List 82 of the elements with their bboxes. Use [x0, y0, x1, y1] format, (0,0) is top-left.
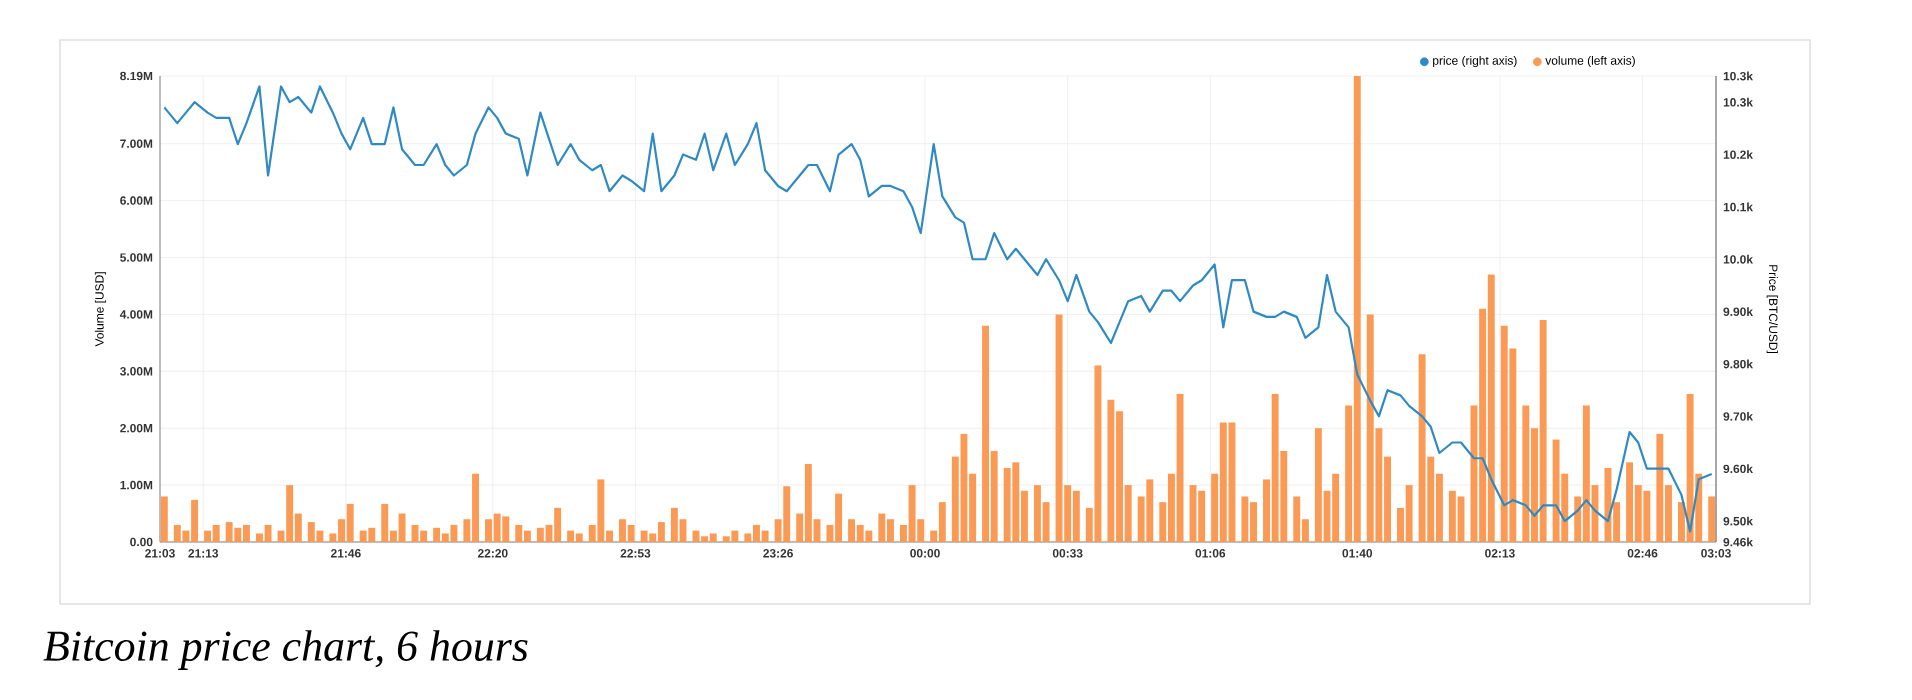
bar — [398, 513, 406, 542]
bar — [1643, 490, 1651, 542]
bar — [1094, 365, 1102, 542]
bar — [1500, 325, 1508, 542]
bar — [450, 524, 458, 542]
bar — [441, 533, 449, 542]
bar — [536, 527, 544, 542]
bar — [1522, 405, 1530, 542]
bar — [1353, 75, 1361, 542]
bar — [1219, 422, 1227, 542]
bar — [865, 530, 873, 542]
bar — [567, 530, 575, 542]
bar — [722, 536, 730, 542]
bar — [1418, 354, 1426, 542]
bar — [761, 530, 769, 542]
bar — [783, 486, 791, 542]
bar — [908, 485, 916, 542]
bar — [575, 533, 583, 542]
bar — [938, 502, 946, 542]
bar — [878, 513, 886, 542]
bar — [835, 493, 843, 542]
bar — [1198, 490, 1206, 542]
bar — [523, 530, 531, 542]
bar — [1448, 490, 1456, 542]
bar — [160, 496, 168, 542]
bar — [1539, 320, 1547, 542]
bar — [1626, 462, 1634, 542]
bar — [1241, 496, 1249, 542]
bar — [701, 536, 709, 542]
bar — [502, 516, 510, 542]
bar — [670, 507, 678, 542]
bar — [1003, 468, 1011, 542]
bar — [1146, 479, 1154, 542]
bar — [1582, 405, 1590, 542]
bar — [264, 524, 272, 542]
bar — [1072, 490, 1080, 542]
bar — [420, 530, 428, 542]
bar — [1107, 399, 1115, 542]
bar — [804, 464, 812, 542]
bar — [173, 524, 181, 542]
bar — [1293, 496, 1301, 542]
bar — [554, 507, 562, 542]
bar — [1708, 496, 1716, 542]
bar — [1176, 394, 1184, 542]
bar — [982, 325, 990, 542]
bar — [204, 530, 212, 542]
text: Bitcoin price chart, 6 hours — [43, 630, 528, 670]
bar — [1405, 485, 1413, 542]
bar — [1314, 428, 1322, 542]
bar — [381, 503, 389, 542]
bar — [225, 522, 233, 542]
bar — [1487, 274, 1495, 542]
bar — [1366, 314, 1374, 542]
bar — [731, 530, 739, 542]
bar — [212, 524, 220, 542]
bar — [368, 527, 376, 542]
bar — [359, 530, 367, 542]
bar — [1012, 462, 1020, 542]
bar — [1656, 433, 1664, 542]
bar — [848, 519, 856, 542]
bar — [657, 522, 665, 542]
bar — [1332, 473, 1340, 542]
bar — [856, 524, 864, 542]
bar — [744, 533, 752, 542]
bar — [627, 524, 635, 542]
bar — [307, 522, 315, 542]
bar — [960, 433, 968, 542]
bar — [234, 527, 242, 542]
bar — [1228, 422, 1236, 542]
bar — [709, 533, 717, 542]
bar — [286, 485, 294, 542]
bar — [1552, 439, 1560, 542]
bar — [1271, 394, 1279, 542]
bar — [316, 530, 324, 542]
bar — [640, 530, 648, 542]
bar — [242, 524, 250, 542]
bar — [493, 513, 501, 542]
bar — [597, 479, 605, 542]
bar — [433, 527, 441, 542]
bar — [1686, 394, 1694, 542]
bar — [346, 503, 354, 542]
bar — [515, 524, 523, 542]
